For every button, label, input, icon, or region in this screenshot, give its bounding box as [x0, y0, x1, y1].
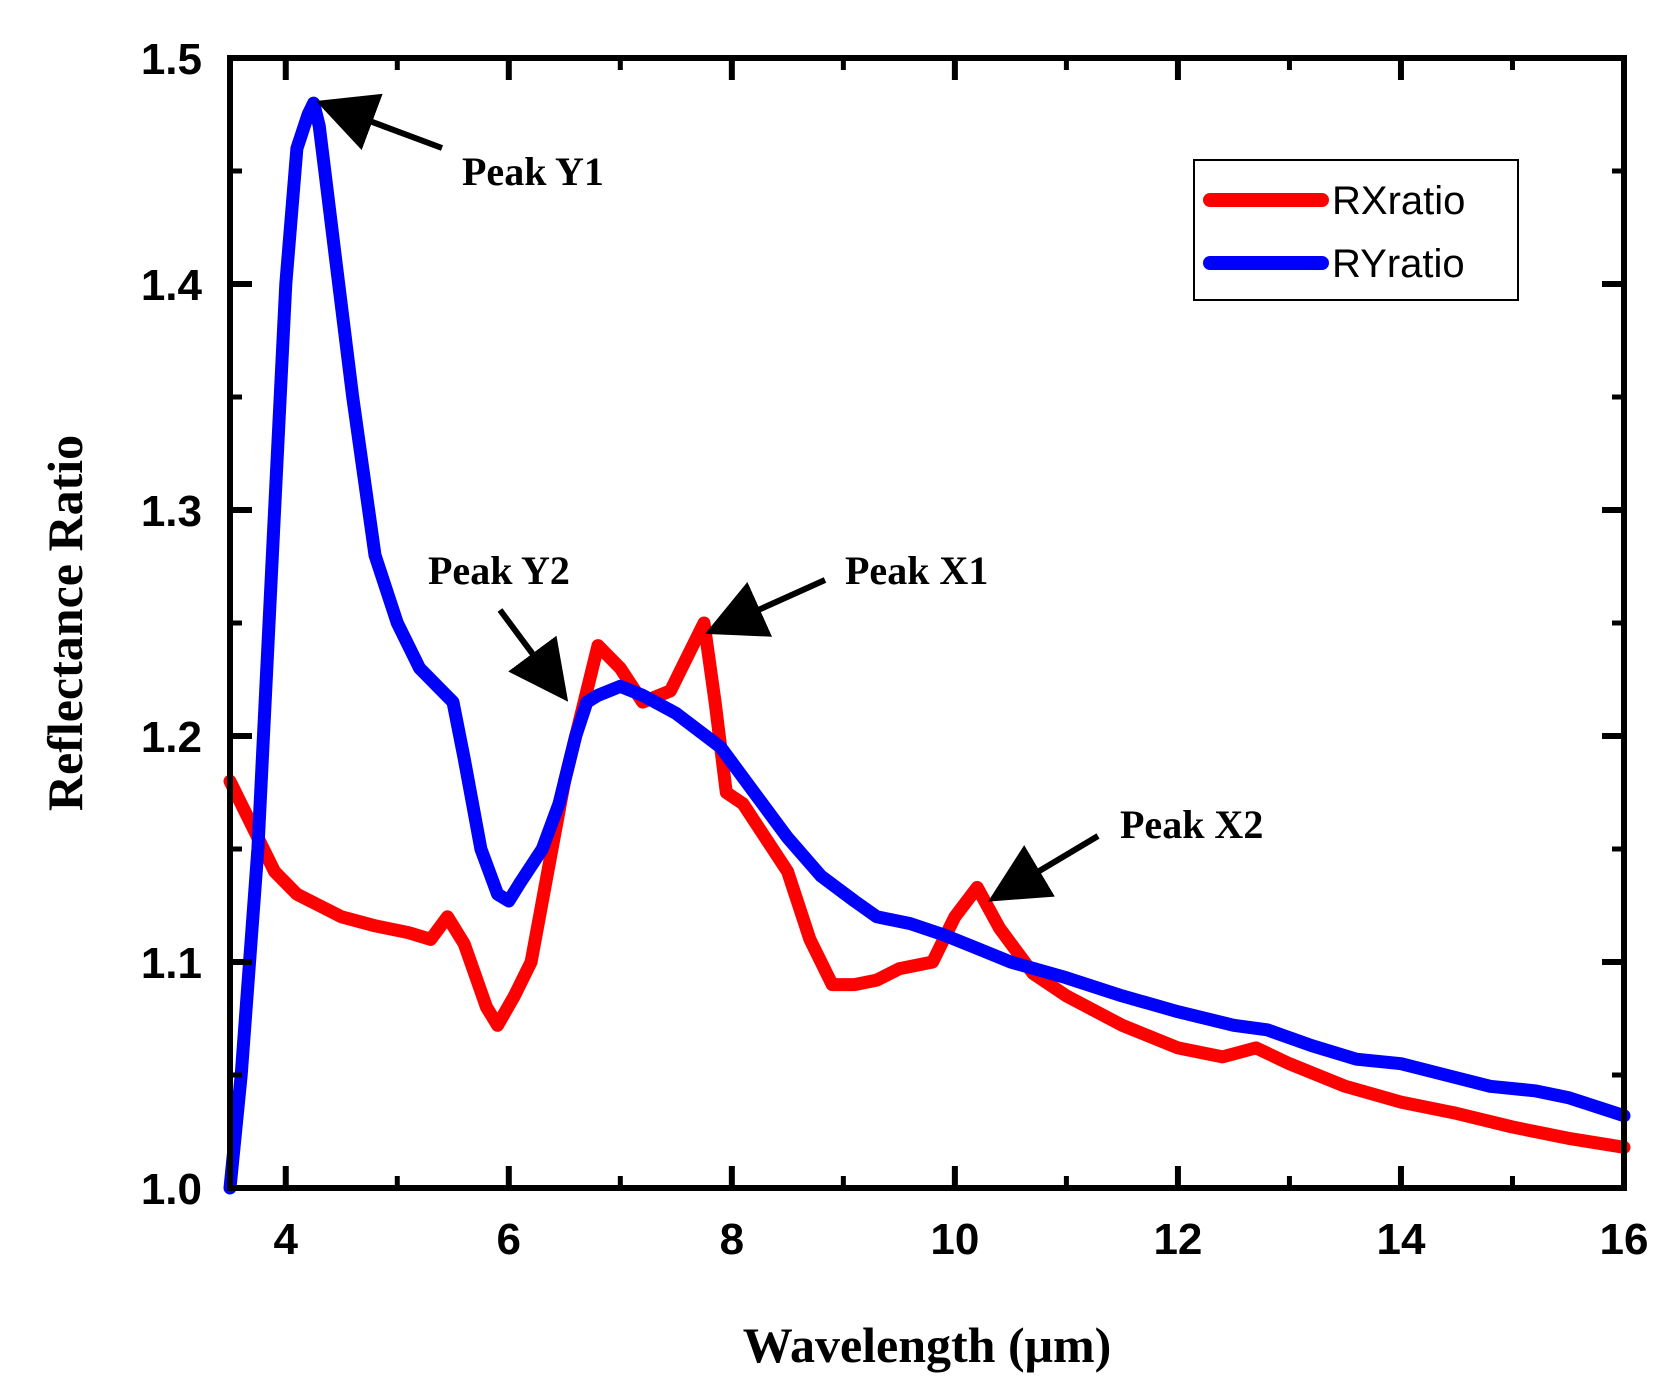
- x-tick-label: 4: [274, 1215, 299, 1264]
- x-tick-label: 16: [1600, 1215, 1649, 1264]
- y-tick-label: 1.3: [141, 487, 202, 536]
- annotation-arrow: [988, 833, 1100, 902]
- x-tick-label: 14: [1376, 1215, 1425, 1264]
- legend: RXratio RYratio: [1193, 159, 1519, 301]
- annotation-label: Peak Y2: [428, 548, 570, 593]
- y-tick-label: 1.4: [141, 261, 203, 310]
- series-line-ryratio: [223, 96, 1631, 1195]
- x-axis-title: Wavelength (μm): [743, 1317, 1112, 1373]
- x-tick-label: 10: [930, 1215, 979, 1264]
- x-tick-label: 6: [497, 1215, 521, 1264]
- annotation-label: Peak X2: [1120, 802, 1263, 847]
- legend-label-rxratio: RXratio: [1332, 179, 1465, 223]
- legend-label-ryratio: RYratio: [1332, 242, 1465, 286]
- y-tick-label: 1.5: [141, 35, 202, 84]
- y-tick-label: 1.0: [141, 1165, 202, 1214]
- legend-box: [1193, 159, 1519, 301]
- annotation-arrow: [497, 608, 569, 702]
- x-tick-label: 12: [1153, 1215, 1202, 1264]
- tick-label-layer: 4 6 8 10 12 14 16 1.0 1.1 1.2 1.3 1.4 1.5: [141, 35, 1649, 1264]
- y-axis-title: Reflectance Ratio: [37, 435, 93, 811]
- tick-layer: [230, 55, 1627, 1191]
- annotation-layer: Peak Y1 Peak Y2 Peak X1 Peak X2: [315, 93, 1263, 902]
- series-layer: [223, 96, 1631, 1195]
- annotation-label: Peak X1: [845, 548, 988, 593]
- annotation-label: Peak Y1: [462, 149, 604, 194]
- annotation-arrow: [705, 577, 827, 637]
- y-tick-label: 1.1: [141, 939, 202, 988]
- y-tick-label: 1.2: [141, 713, 202, 762]
- x-tick-label: 8: [720, 1215, 744, 1264]
- annotation-arrow: [315, 93, 444, 151]
